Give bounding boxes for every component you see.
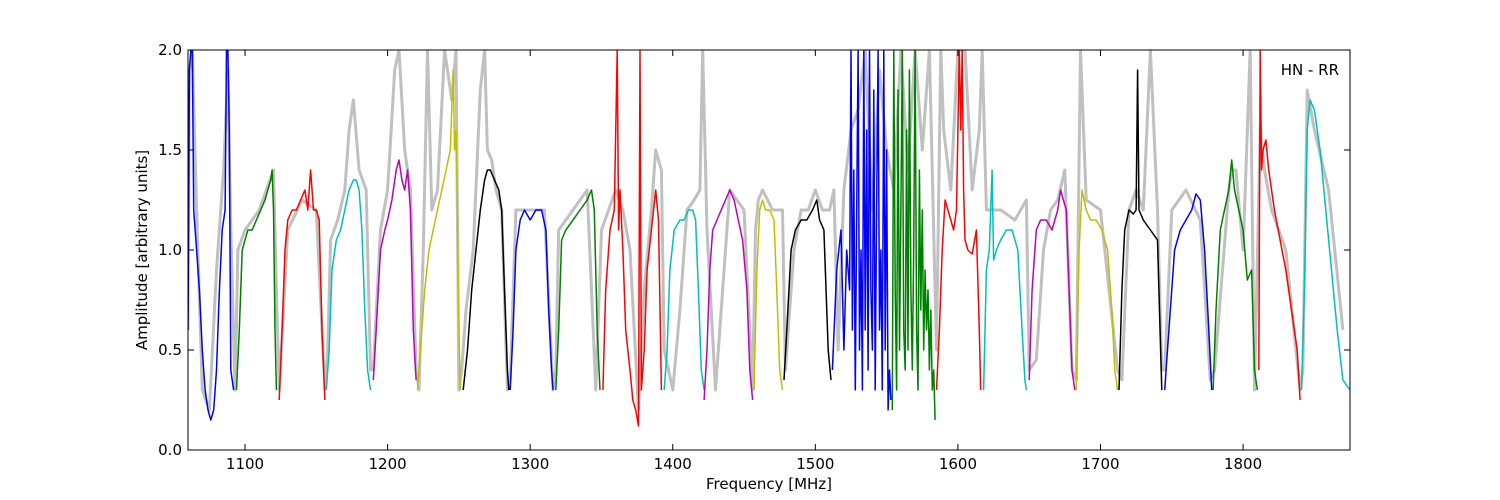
y-axis: 0.0 0.5 1.0 1.5 2.0 xyxy=(158,41,1350,459)
series-line-9 xyxy=(555,189,601,391)
x-tick-label: 1600 xyxy=(939,455,977,473)
y-tick-label: 1.0 xyxy=(158,241,182,259)
series-line-12 xyxy=(703,189,754,401)
series-line-17 xyxy=(935,50,982,391)
y-axis-label: Amplitude [arbitrary units] xyxy=(133,150,151,350)
series-line-24 xyxy=(1258,50,1301,401)
y-tick-label: 1.5 xyxy=(158,141,182,159)
y-tick-label: 0.0 xyxy=(158,441,182,459)
x-axis: 1100 1200 1300 1400 1500 1600 1700 1800 xyxy=(226,50,1262,473)
series-line-3 xyxy=(278,169,326,401)
x-axis-label: Frequency [MHz] xyxy=(706,475,832,493)
y-tick-label: 0.5 xyxy=(158,341,182,359)
series-line-7 xyxy=(462,169,510,391)
series-line-23 xyxy=(1212,159,1259,391)
series-line-16 xyxy=(891,50,936,421)
x-tick-label: 1800 xyxy=(1224,455,1262,473)
series-line-25 xyxy=(1300,99,1350,391)
x-tick-label: 1500 xyxy=(796,455,834,473)
y-tick-label: 2.0 xyxy=(158,41,182,59)
x-tick-label: 1700 xyxy=(1081,455,1119,473)
series-line-2 xyxy=(235,169,278,391)
series-line-14 xyxy=(783,199,832,381)
series-line-21 xyxy=(1118,69,1163,391)
series-line-20 xyxy=(1075,189,1119,391)
series-line-1 xyxy=(188,50,235,421)
series-line-22 xyxy=(1163,193,1213,391)
x-tick-label: 1400 xyxy=(654,455,692,473)
series-line-18 xyxy=(982,169,1028,391)
series-line-15 xyxy=(831,50,892,411)
series-line-19 xyxy=(1028,189,1076,391)
plot-area xyxy=(188,50,1350,427)
series-line-11 xyxy=(663,209,705,391)
series-line-10 xyxy=(602,50,663,427)
x-tick-label: 1100 xyxy=(226,455,264,473)
series-line-5 xyxy=(372,159,417,381)
plot-annotation: HN - RR xyxy=(1281,61,1339,79)
series-line-6 xyxy=(416,69,462,391)
series-line-13 xyxy=(753,199,784,391)
series-line-8 xyxy=(509,209,554,391)
x-tick-label: 1200 xyxy=(369,455,407,473)
series-line-4 xyxy=(325,179,372,391)
x-tick-label: 1300 xyxy=(511,455,549,473)
